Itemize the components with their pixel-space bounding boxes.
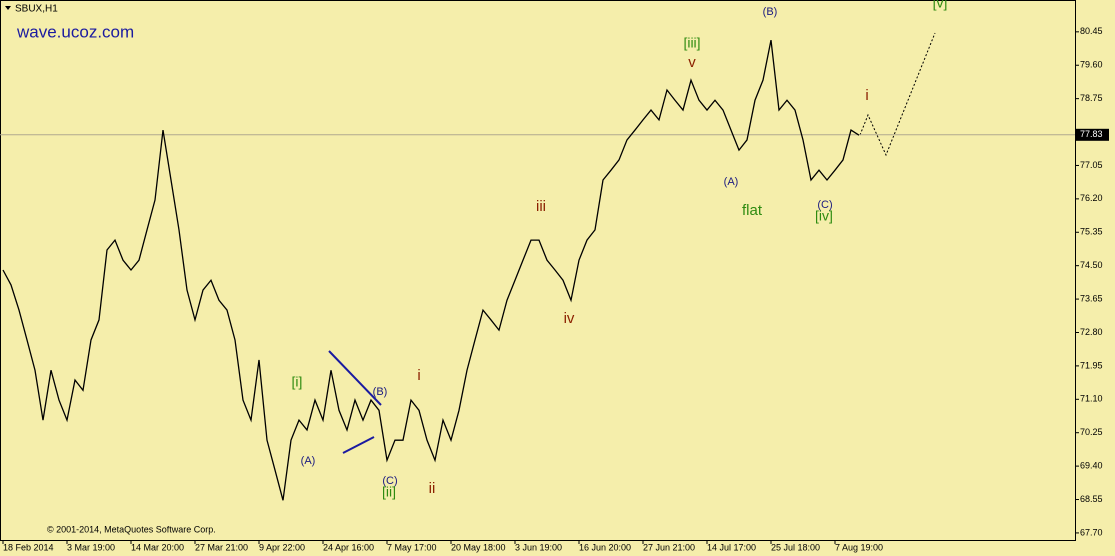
x-tick-label: 3 Jun 19:00	[515, 542, 562, 552]
y-tick-label: 71.10	[1080, 394, 1103, 404]
x-tick-label: 14 Mar 20:00	[131, 542, 184, 552]
menu-arrow	[5, 6, 11, 10]
y-tick-label: 75.35	[1080, 227, 1103, 237]
wave-label: iii	[536, 198, 546, 215]
y-tick-label: 67.70	[1080, 527, 1103, 537]
wave-label: (A)	[724, 176, 739, 188]
y-tick-label: 80.45	[1080, 26, 1103, 36]
y-tick-label: 79.60	[1080, 60, 1103, 70]
wave-label: ii	[429, 480, 436, 497]
current-price-box	[1076, 128, 1109, 141]
x-tick-label: 25 Jul 18:00	[771, 542, 820, 552]
x-tick-label: 20 May 18:00	[451, 542, 506, 552]
y-tick-label: 77.05	[1080, 160, 1103, 170]
wave-label: i	[865, 87, 868, 104]
x-tick-label: 3 Mar 19:00	[67, 542, 115, 552]
watermark: wave.ucoz.com	[16, 22, 134, 41]
wave-label: iv	[564, 310, 575, 327]
x-tick-label: 9 Apr 22:00	[259, 542, 305, 552]
chart-title: SBUX,H1	[15, 4, 58, 15]
wave-label: [iv]	[815, 208, 833, 224]
y-tick-label: 72.80	[1080, 327, 1103, 337]
price-line	[2, 39, 860, 501]
copyright: © 2001-2014, MetaQuotes Software Corp.	[47, 524, 216, 534]
y-tick-label: 69.40	[1080, 460, 1103, 470]
x-tick-label: 27 Mar 21:00	[195, 542, 248, 552]
wave-label: [ii]	[382, 484, 396, 500]
y-tick-label: 73.65	[1080, 293, 1103, 303]
plot-frame	[0, 0, 1076, 541]
wave-label: [v]	[933, 0, 948, 11]
wave-label: [i]	[292, 374, 303, 390]
wave-label: (B)	[373, 386, 388, 398]
y-tick-label: 68.55	[1080, 494, 1103, 504]
x-tick-label: 14 Jul 17:00	[707, 542, 756, 552]
y-tick-label: 70.25	[1080, 427, 1103, 437]
current-price-label: 77.83	[1080, 129, 1103, 139]
x-tick-label: 27 Jun 21:00	[643, 542, 695, 552]
wave-label: (C)	[817, 199, 832, 211]
y-tick-label: 78.75	[1080, 93, 1103, 103]
y-tick-label: 76.20	[1080, 193, 1103, 203]
x-tick-label: 7 May 17:00	[387, 542, 437, 552]
wave-label: (B)	[763, 6, 778, 18]
wave-label: (C)	[382, 475, 397, 487]
triangle-line	[342, 436, 375, 454]
wave-label: v	[688, 54, 696, 71]
y-tick-label: 71.95	[1080, 360, 1103, 370]
triangle-line	[328, 350, 382, 406]
wave-label: (A)	[301, 455, 316, 467]
x-tick-label: 24 Apr 16:00	[323, 542, 374, 552]
wave-label: flat	[742, 202, 763, 219]
x-tick-label: 16 Jun 20:00	[579, 542, 631, 552]
y-tick-label: 74.50	[1080, 260, 1103, 270]
x-tick-label: 18 Feb 2014	[3, 542, 54, 552]
wave-label: i	[417, 367, 420, 384]
x-tick-label: 7 Aug 19:00	[835, 542, 883, 552]
wave-label: [iii]	[683, 35, 700, 51]
